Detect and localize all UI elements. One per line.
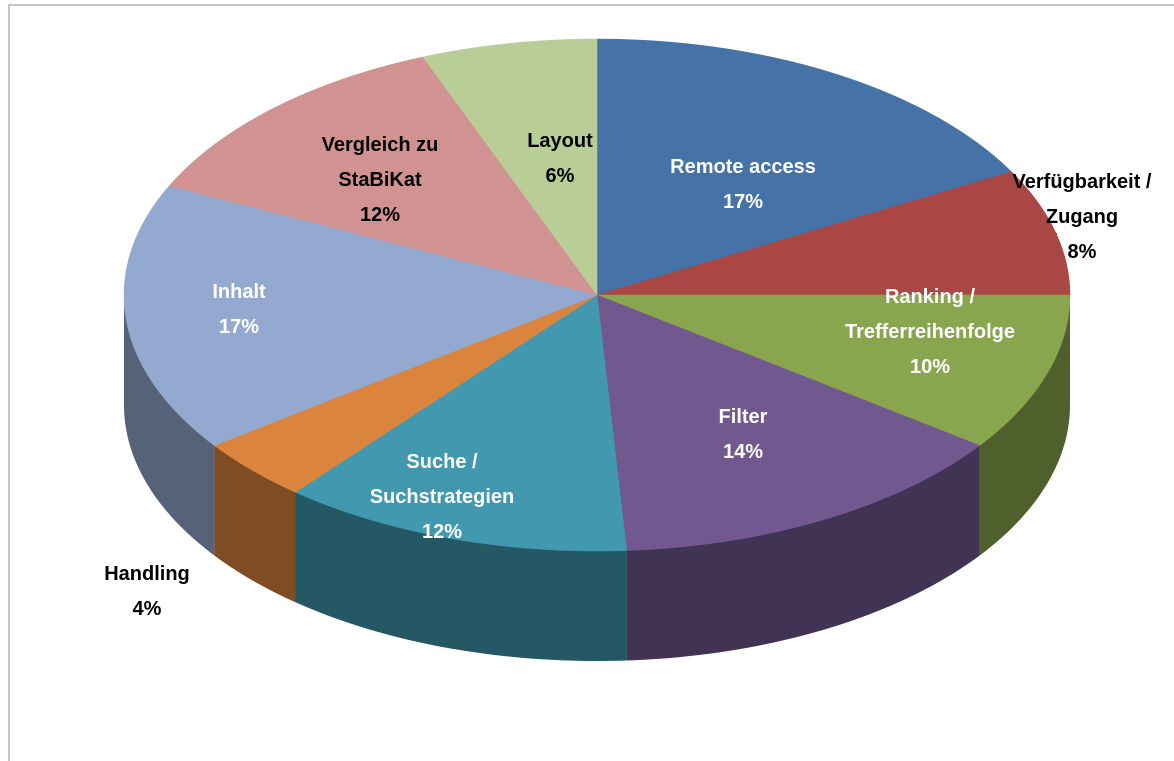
slice-label: Ranking / Trefferreihenfolge 10% [843,280,1018,385]
value-label: 4% [132,598,162,620]
category-label: Filter [718,406,768,428]
category-label: Handling [104,563,190,585]
value-label: 17% [218,316,260,338]
slice-wall [295,492,627,661]
wall-shade [295,492,627,661]
slice [596,38,1012,296]
slice-label: Suche / Suchstrategien 12% [347,445,537,550]
slice-wall [979,295,1070,556]
value-label: 6% [545,165,575,187]
slice [213,294,598,493]
slice-wall [214,445,296,603]
wall-shade [124,295,215,556]
slice-label: Handling 4% [72,557,222,627]
value-label: 10% [909,356,951,378]
slice-label: Filter 14% [663,400,823,470]
value-label: 12% [359,204,401,226]
category-label: Verfügbarkeit / Zugang [1012,171,1152,228]
slice [596,294,981,551]
slice [294,294,627,552]
category-label: Layout [527,130,593,152]
category-label: Inhalt [212,281,266,303]
slice [123,185,598,446]
slice [596,294,1071,446]
value-label: 8% [1067,241,1097,263]
value-label: 12% [421,521,463,543]
slice-label: Inhalt 17% [164,275,314,345]
wall-shade [626,445,980,661]
wall-shade [979,295,1070,556]
slice-label: Verfügbarkeit / Zugang 8% [987,165,1174,270]
slice-wall [124,295,215,556]
slice [422,38,598,296]
slice-wall [626,445,980,661]
slice-label: Layout 6% [515,124,605,194]
category-label: Remote access [670,156,816,178]
value-label: 14% [722,441,764,463]
slice [596,171,1071,296]
category-label: Suche / Suchstrategien [369,451,515,508]
slice [168,56,598,296]
wall-shade [214,445,296,603]
slice-label: Vergleich zu StaBiKat 12% [293,128,468,233]
category-label: Ranking / Trefferreihenfolge [844,286,1016,343]
slice-label: Remote access 17% [633,150,853,220]
value-label: 17% [722,191,764,213]
category-label: Vergleich zu StaBiKat [321,134,439,191]
